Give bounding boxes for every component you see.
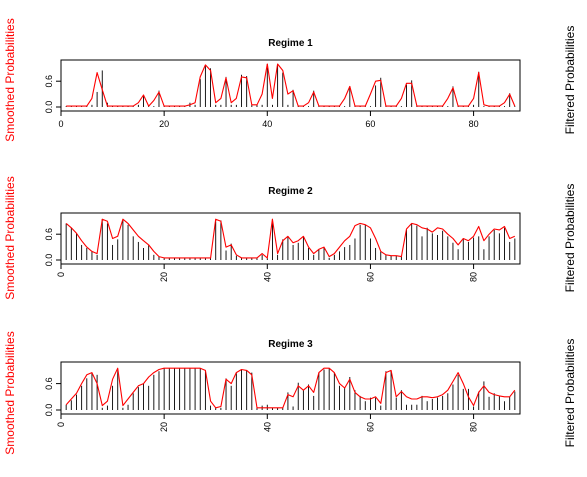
x-tick-label: 0: [58, 119, 63, 129]
y-tick-label: 0.0: [44, 254, 54, 267]
filtered-probabilities-series: [65, 368, 516, 410]
x-tick-label: 0: [56, 272, 66, 277]
panel-regime-3: Regime 3 0.0 0.6 0 20 40 60 80 Smoothed Probab…: [3, 331, 577, 454]
smoothed-probabilities-label-3: Smoothed Probabilities: [3, 331, 17, 454]
x-tick-label: 20: [159, 422, 169, 432]
x-tick-label: 80: [469, 119, 479, 129]
x-axis: 0 20 40 60 80: [58, 111, 479, 129]
panel-regime-1: Regime 1 0.0 0.6 0 20 40 60 80 Smoothed Probab…: [3, 18, 577, 141]
smoothed-probabilities-label-1: Smoothed Probabilities: [3, 18, 17, 141]
x-tick-label: 40: [262, 422, 272, 432]
plot-frame: [60, 59, 521, 112]
x-tick-label: 40: [262, 119, 272, 129]
filtered-probabilities-series: [65, 64, 516, 107]
filtered-probabilities-label-3: Filtered Probabilities: [563, 339, 577, 448]
smoothed-line: [66, 63, 516, 107]
panel-title-regime-3: Regime 3: [268, 339, 313, 350]
x-tick-label: 20: [159, 272, 169, 282]
x-tick-label: 20: [159, 119, 169, 129]
smoothed-probabilities-series: [65, 367, 516, 409]
y-tick-label: 0.6: [44, 228, 54, 241]
x-axis: 0 20 40 60 80: [56, 414, 479, 432]
plot-frame: [60, 361, 521, 415]
y-tick-label: 0.6: [44, 377, 54, 390]
plot-area-regime-3: 0.0 0.6 0 20 40 60 80: [44, 361, 521, 432]
x-tick-label: 60: [365, 422, 375, 432]
y-tick-label: 0.0: [44, 404, 54, 417]
y-axis: 0.0 0.6: [44, 75, 61, 113]
smoothed-probabilities-series: [66, 63, 516, 107]
panel-title-regime-1: Regime 1: [268, 38, 313, 49]
x-axis: 0 20 40 60 80: [56, 264, 479, 282]
panel-title-regime-2: Regime 2: [268, 186, 313, 197]
filtered-probabilities-label-2: Filtered Probabilities: [563, 184, 577, 293]
plot-area-regime-2: 0.0 0.6 0 20 40 60 80: [44, 212, 521, 282]
filtered-probabilities-label-1: Filtered Probabilities: [563, 26, 577, 135]
x-tick-label: 40: [262, 272, 272, 282]
plot-area-regime-1: 0.0 0.6 0 20 40 60 80: [44, 59, 521, 129]
x-tick-label: 80: [469, 422, 479, 432]
smoothed-probabilities-series: [65, 218, 516, 259]
x-tick-label: 80: [469, 272, 479, 282]
y-axis: 0.0 0.6: [44, 377, 61, 416]
y-axis: 0.0 0.6: [44, 228, 61, 266]
smoothed-line: [65, 367, 516, 409]
x-tick-label: 0: [56, 422, 66, 427]
smoothed-probabilities-label-2: Smoothed Probabilities: [3, 176, 17, 299]
y-tick-label: 0.0: [44, 101, 54, 114]
x-tick-label: 60: [365, 272, 375, 282]
x-tick-label: 60: [365, 119, 375, 129]
y-tick-label: 0.6: [44, 75, 54, 88]
panel-regime-2: Regime 2 0.0 0.6 0 20 40 60 80 Smoothed Probab…: [3, 176, 577, 299]
smoothed-line: [65, 218, 516, 259]
plot-frame: [60, 212, 521, 265]
